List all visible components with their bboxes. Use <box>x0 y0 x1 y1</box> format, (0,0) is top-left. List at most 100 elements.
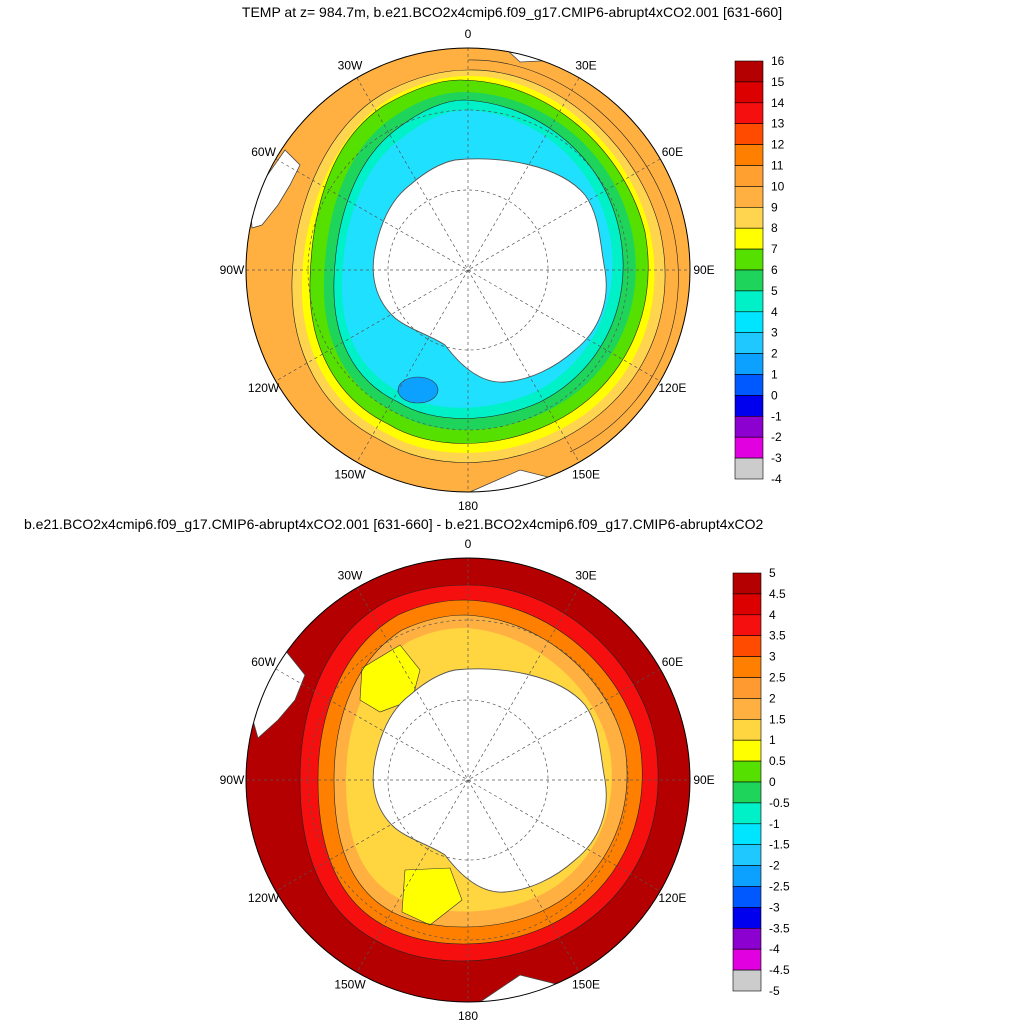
colorbar-swatch <box>732 886 762 908</box>
polar-map-bottom: 0 30E 60E 90E 120E 150E 180 150W 120W 90W 60W 30W <box>220 537 715 1023</box>
colorbar-tick-label: 9 <box>771 200 778 214</box>
colorbar-tick-label: 14 <box>771 96 785 110</box>
colorbar-tick-label: 15 <box>771 75 785 89</box>
colorbar-tick-label: 1 <box>771 368 778 382</box>
colorbar-swatch <box>734 186 764 208</box>
colorbar-tick-label: -4 <box>769 942 780 956</box>
colorbar-swatch <box>734 415 764 438</box>
colorbar-swatch <box>734 248 764 271</box>
longitude-labels-top: 0 30E 60E 90E 120E 150E 180 150W 120W 90W 60W 30W <box>220 27 715 513</box>
longitude-label: 150W <box>334 977 366 991</box>
colorbar-tick-label: 2 <box>769 691 776 705</box>
colorbar-tick-label: 1.5 <box>769 712 786 726</box>
longitude-label: 120W <box>248 381 280 395</box>
longitude-label: 90E <box>693 773 714 787</box>
colorbar-swatch <box>732 739 762 762</box>
colorbar-swatch <box>732 823 762 845</box>
colorbar-tick-label: 11 <box>771 159 784 173</box>
longitude-label: 60W <box>251 145 276 159</box>
colorbar-swatch <box>732 948 762 971</box>
colorbar-tick-label: 2 <box>771 347 778 361</box>
colorbar-tick-label: -1 <box>771 409 782 423</box>
longitude-label: 120E <box>658 381 686 395</box>
longitude-label: 0 <box>465 537 472 551</box>
longitude-labels-bottom: 0 30E 60E 90E 120E 150E 180 150W 120W 90W 60W 30W <box>220 537 715 1023</box>
longitude-label: 120W <box>248 891 280 905</box>
longitude-label: 90W <box>220 263 245 277</box>
colorbar-swatch <box>734 311 764 333</box>
colorbar-swatch <box>734 207 764 229</box>
colorbar-tick-label: 0 <box>771 388 778 402</box>
land-antarctica <box>372 158 607 383</box>
longitude-label: 150W <box>334 467 366 481</box>
panel-title-top: TEMP at z= 984.7m, b.e21.BCO2x4cmip6.f09… <box>241 4 783 20</box>
colorbar-tick-label: -2 <box>769 859 780 873</box>
longitude-label: 150E <box>572 467 600 481</box>
colorbar-tick-label: 4 <box>771 305 778 319</box>
colorbar-swatch <box>732 844 762 866</box>
colorbar-tick-label: -0.5 <box>769 796 790 810</box>
colorbar-swatch <box>734 353 764 375</box>
colorbar-swatch <box>734 227 764 250</box>
colorbar-swatch <box>732 593 762 616</box>
longitude-label: 90E <box>693 263 714 277</box>
longitude-label: 60W <box>251 655 276 669</box>
colorbar-tick-label: -3.5 <box>769 921 790 935</box>
colorbar-swatch <box>734 60 764 83</box>
colorbar-tick-label: 3.5 <box>769 629 786 643</box>
anom-band-1-b <box>401 867 463 926</box>
longitude-label: 60E <box>662 145 683 159</box>
graticule-bottom <box>246 558 690 1002</box>
panel-title-bottom: b.e21.BCO2x4cmip6.f09_g17.CMIP6-abrupt4x… <box>24 516 764 532</box>
colorbar-tick-label: 13 <box>771 117 785 131</box>
colorbar-tick-label: 0 <box>769 775 776 789</box>
polar-map-top: 0 30E 60E 90E 120E 150E 180 150W 120W 90W 60W 30W <box>220 27 715 513</box>
colorbar-swatch <box>732 865 762 887</box>
colorbar-swatch <box>732 614 762 636</box>
colorbar-tick-label: 7 <box>771 242 778 256</box>
colorbar-swatch <box>732 969 762 992</box>
colorbar-tick-label: 4.5 <box>769 587 786 601</box>
colorbar-tick-label: 0.5 <box>769 754 786 768</box>
colorbar-swatch <box>734 457 764 480</box>
colorbar-tick-label: -4 <box>771 472 782 486</box>
colorbar-tick-label: 6 <box>771 263 778 277</box>
longitude-label: 120E <box>658 891 686 905</box>
colorbar-tick-label: -3 <box>769 900 780 914</box>
colorbar-swatch <box>732 781 762 804</box>
colorbar-swatch <box>734 269 764 292</box>
map-border-bottom <box>245 557 691 1003</box>
colorbar-tick-label: 10 <box>771 179 785 193</box>
colorbar-swatch <box>732 760 762 783</box>
longitude-label: 30W <box>338 569 363 583</box>
colorbar-tick-label: 12 <box>771 138 785 152</box>
colorbar-tick-label: 5 <box>771 284 778 298</box>
colorbar-tick-label: 3 <box>769 650 776 664</box>
longitude-label: 150E <box>572 977 600 991</box>
colorbar-tick-label: -1.5 <box>769 838 790 852</box>
longitude-label: 90W <box>220 773 245 787</box>
colorbar-swatch <box>734 374 764 396</box>
land-antarctica-b <box>372 668 607 893</box>
colorbar-swatch <box>734 144 764 166</box>
colorbar-swatch <box>734 332 764 354</box>
graticule-top <box>246 48 690 492</box>
colorbar-swatch <box>732 907 762 929</box>
colorbar-tick-label: 2.5 <box>769 671 786 685</box>
colorbar-swatch <box>734 395 764 417</box>
colorbar-swatch <box>734 290 764 313</box>
colorbar-swatch <box>734 81 764 104</box>
colorbar-tick-label: 5 <box>769 566 776 580</box>
colorbar-swatch <box>732 802 762 825</box>
colorbar-tick-label: -4.5 <box>769 963 790 977</box>
longitude-label: 30E <box>575 569 596 583</box>
colorbar-swatch <box>734 436 764 459</box>
colorbar-tick-label: 8 <box>771 221 778 235</box>
longitude-label: 30E <box>575 59 596 73</box>
longitude-label: 180 <box>458 499 478 513</box>
colorbar-swatch <box>732 635 762 657</box>
longitude-label: 30W <box>338 59 363 73</box>
colorbar-tick-label: 3 <box>771 326 778 340</box>
